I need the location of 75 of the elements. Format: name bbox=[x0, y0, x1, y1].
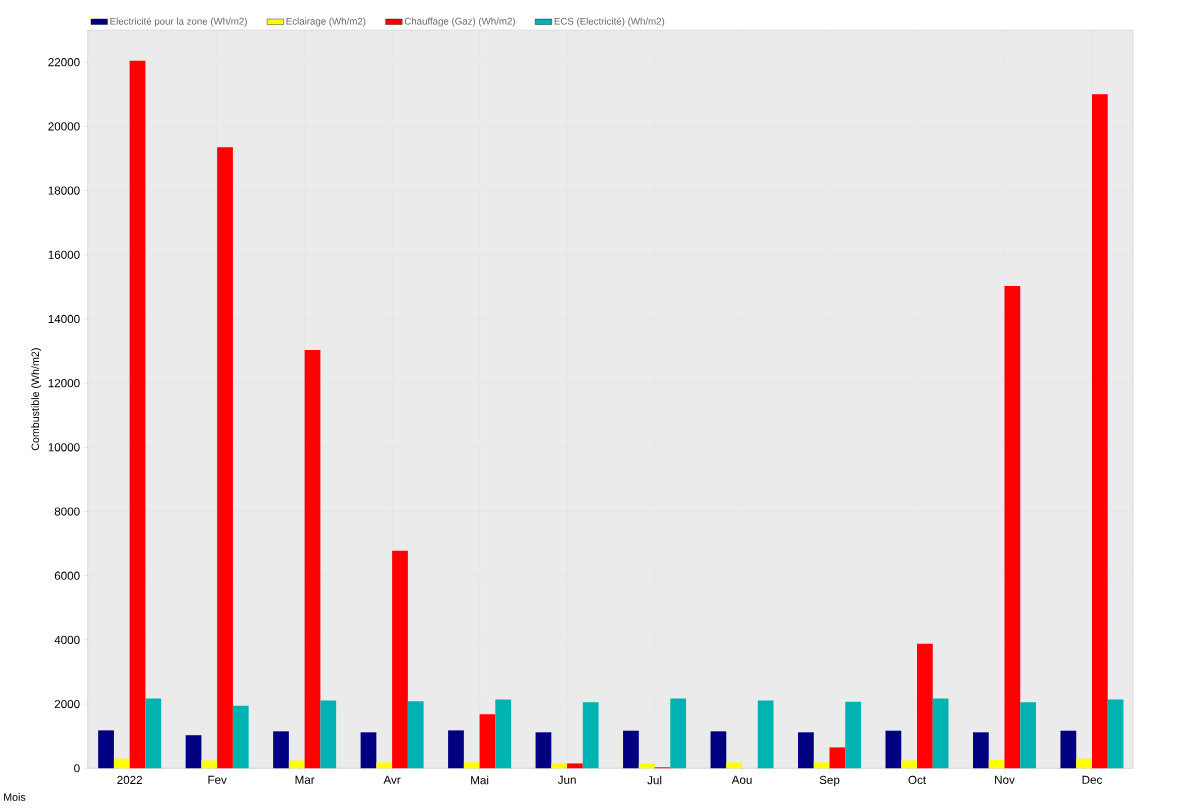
bar bbox=[288, 760, 305, 769]
x-tick-label: Jul bbox=[647, 775, 662, 785]
legend-label: ECS (Electricité) (Wh/m2) bbox=[554, 17, 665, 27]
bar bbox=[113, 758, 130, 769]
bar bbox=[129, 60, 146, 769]
x-axis-title: Mois bbox=[4, 793, 26, 801]
bar bbox=[1020, 702, 1036, 769]
bar bbox=[845, 701, 862, 769]
y-tick-label: 10000 bbox=[48, 443, 80, 452]
x-tick-label: Jun bbox=[557, 775, 576, 784]
bar bbox=[217, 147, 233, 769]
x-tick-label: Mar bbox=[295, 775, 315, 784]
y-tick-label: 4000 bbox=[54, 635, 80, 644]
bar bbox=[551, 763, 568, 769]
y-tick-label: 0 bbox=[74, 764, 80, 773]
bar bbox=[535, 732, 552, 769]
y-tick-label: 18000 bbox=[48, 186, 80, 195]
bar bbox=[463, 762, 480, 769]
x-tick-label: Oct bbox=[908, 775, 926, 784]
bar bbox=[710, 731, 727, 769]
bar bbox=[185, 735, 202, 769]
bar bbox=[901, 760, 918, 769]
y-tick-label: 14000 bbox=[48, 314, 80, 324]
bar bbox=[448, 730, 464, 769]
bar bbox=[1060, 730, 1077, 769]
legend-label: Eclairage (Wh/m2) bbox=[286, 17, 366, 27]
bar bbox=[885, 730, 902, 769]
bar bbox=[638, 763, 655, 769]
bar bbox=[582, 702, 599, 769]
y-axis-title: Combustible (Wh/m2) bbox=[31, 348, 42, 451]
bar bbox=[1076, 758, 1092, 769]
y-tick-label: 16000 bbox=[48, 250, 80, 259]
bar bbox=[360, 732, 377, 769]
bar bbox=[567, 763, 583, 769]
bar bbox=[670, 698, 687, 769]
y-tick-label: 6000 bbox=[54, 571, 80, 580]
x-tick-label: Fev bbox=[208, 775, 227, 784]
bar bbox=[201, 760, 218, 769]
x-tick-label: Dec bbox=[1082, 775, 1102, 784]
legend-label: Electricité pour la zone (Wh/m2) bbox=[110, 17, 247, 27]
y-tick-label: 12000 bbox=[48, 378, 80, 388]
x-tick-label: Nov bbox=[995, 775, 1015, 784]
legend-label: Chauffage (Gaz) (Wh/m2) bbox=[404, 17, 515, 27]
bar bbox=[98, 730, 114, 769]
bar bbox=[917, 643, 933, 769]
bar bbox=[726, 762, 743, 769]
bar bbox=[829, 747, 846, 769]
bar bbox=[376, 762, 393, 769]
bar bbox=[1091, 94, 1108, 769]
bar bbox=[320, 700, 337, 769]
bar bbox=[232, 705, 249, 769]
bar bbox=[145, 698, 162, 769]
x-tick-label: Avr bbox=[383, 775, 401, 784]
bar bbox=[407, 701, 424, 769]
bar bbox=[813, 762, 830, 769]
x-tick-label: Sep bbox=[819, 775, 840, 787]
bar bbox=[392, 550, 408, 769]
bar bbox=[932, 698, 949, 769]
y-tick-label: 22000 bbox=[48, 58, 80, 67]
bar bbox=[757, 700, 774, 769]
bar bbox=[973, 732, 989, 769]
x-tick-label: 2022 bbox=[117, 775, 142, 784]
bar bbox=[1004, 285, 1021, 769]
bar bbox=[304, 350, 321, 769]
bar bbox=[1107, 699, 1124, 769]
bar bbox=[273, 731, 289, 769]
y-tick-label: 8000 bbox=[54, 507, 80, 516]
y-tick-label: 2000 bbox=[54, 699, 80, 709]
y-tick-label: 20000 bbox=[48, 122, 80, 131]
x-tick-label: Aou bbox=[731, 775, 752, 784]
x-tick-label: Mai bbox=[471, 775, 489, 785]
bar bbox=[495, 699, 512, 769]
bar bbox=[479, 714, 496, 769]
bar bbox=[623, 730, 639, 769]
bar bbox=[798, 732, 814, 769]
